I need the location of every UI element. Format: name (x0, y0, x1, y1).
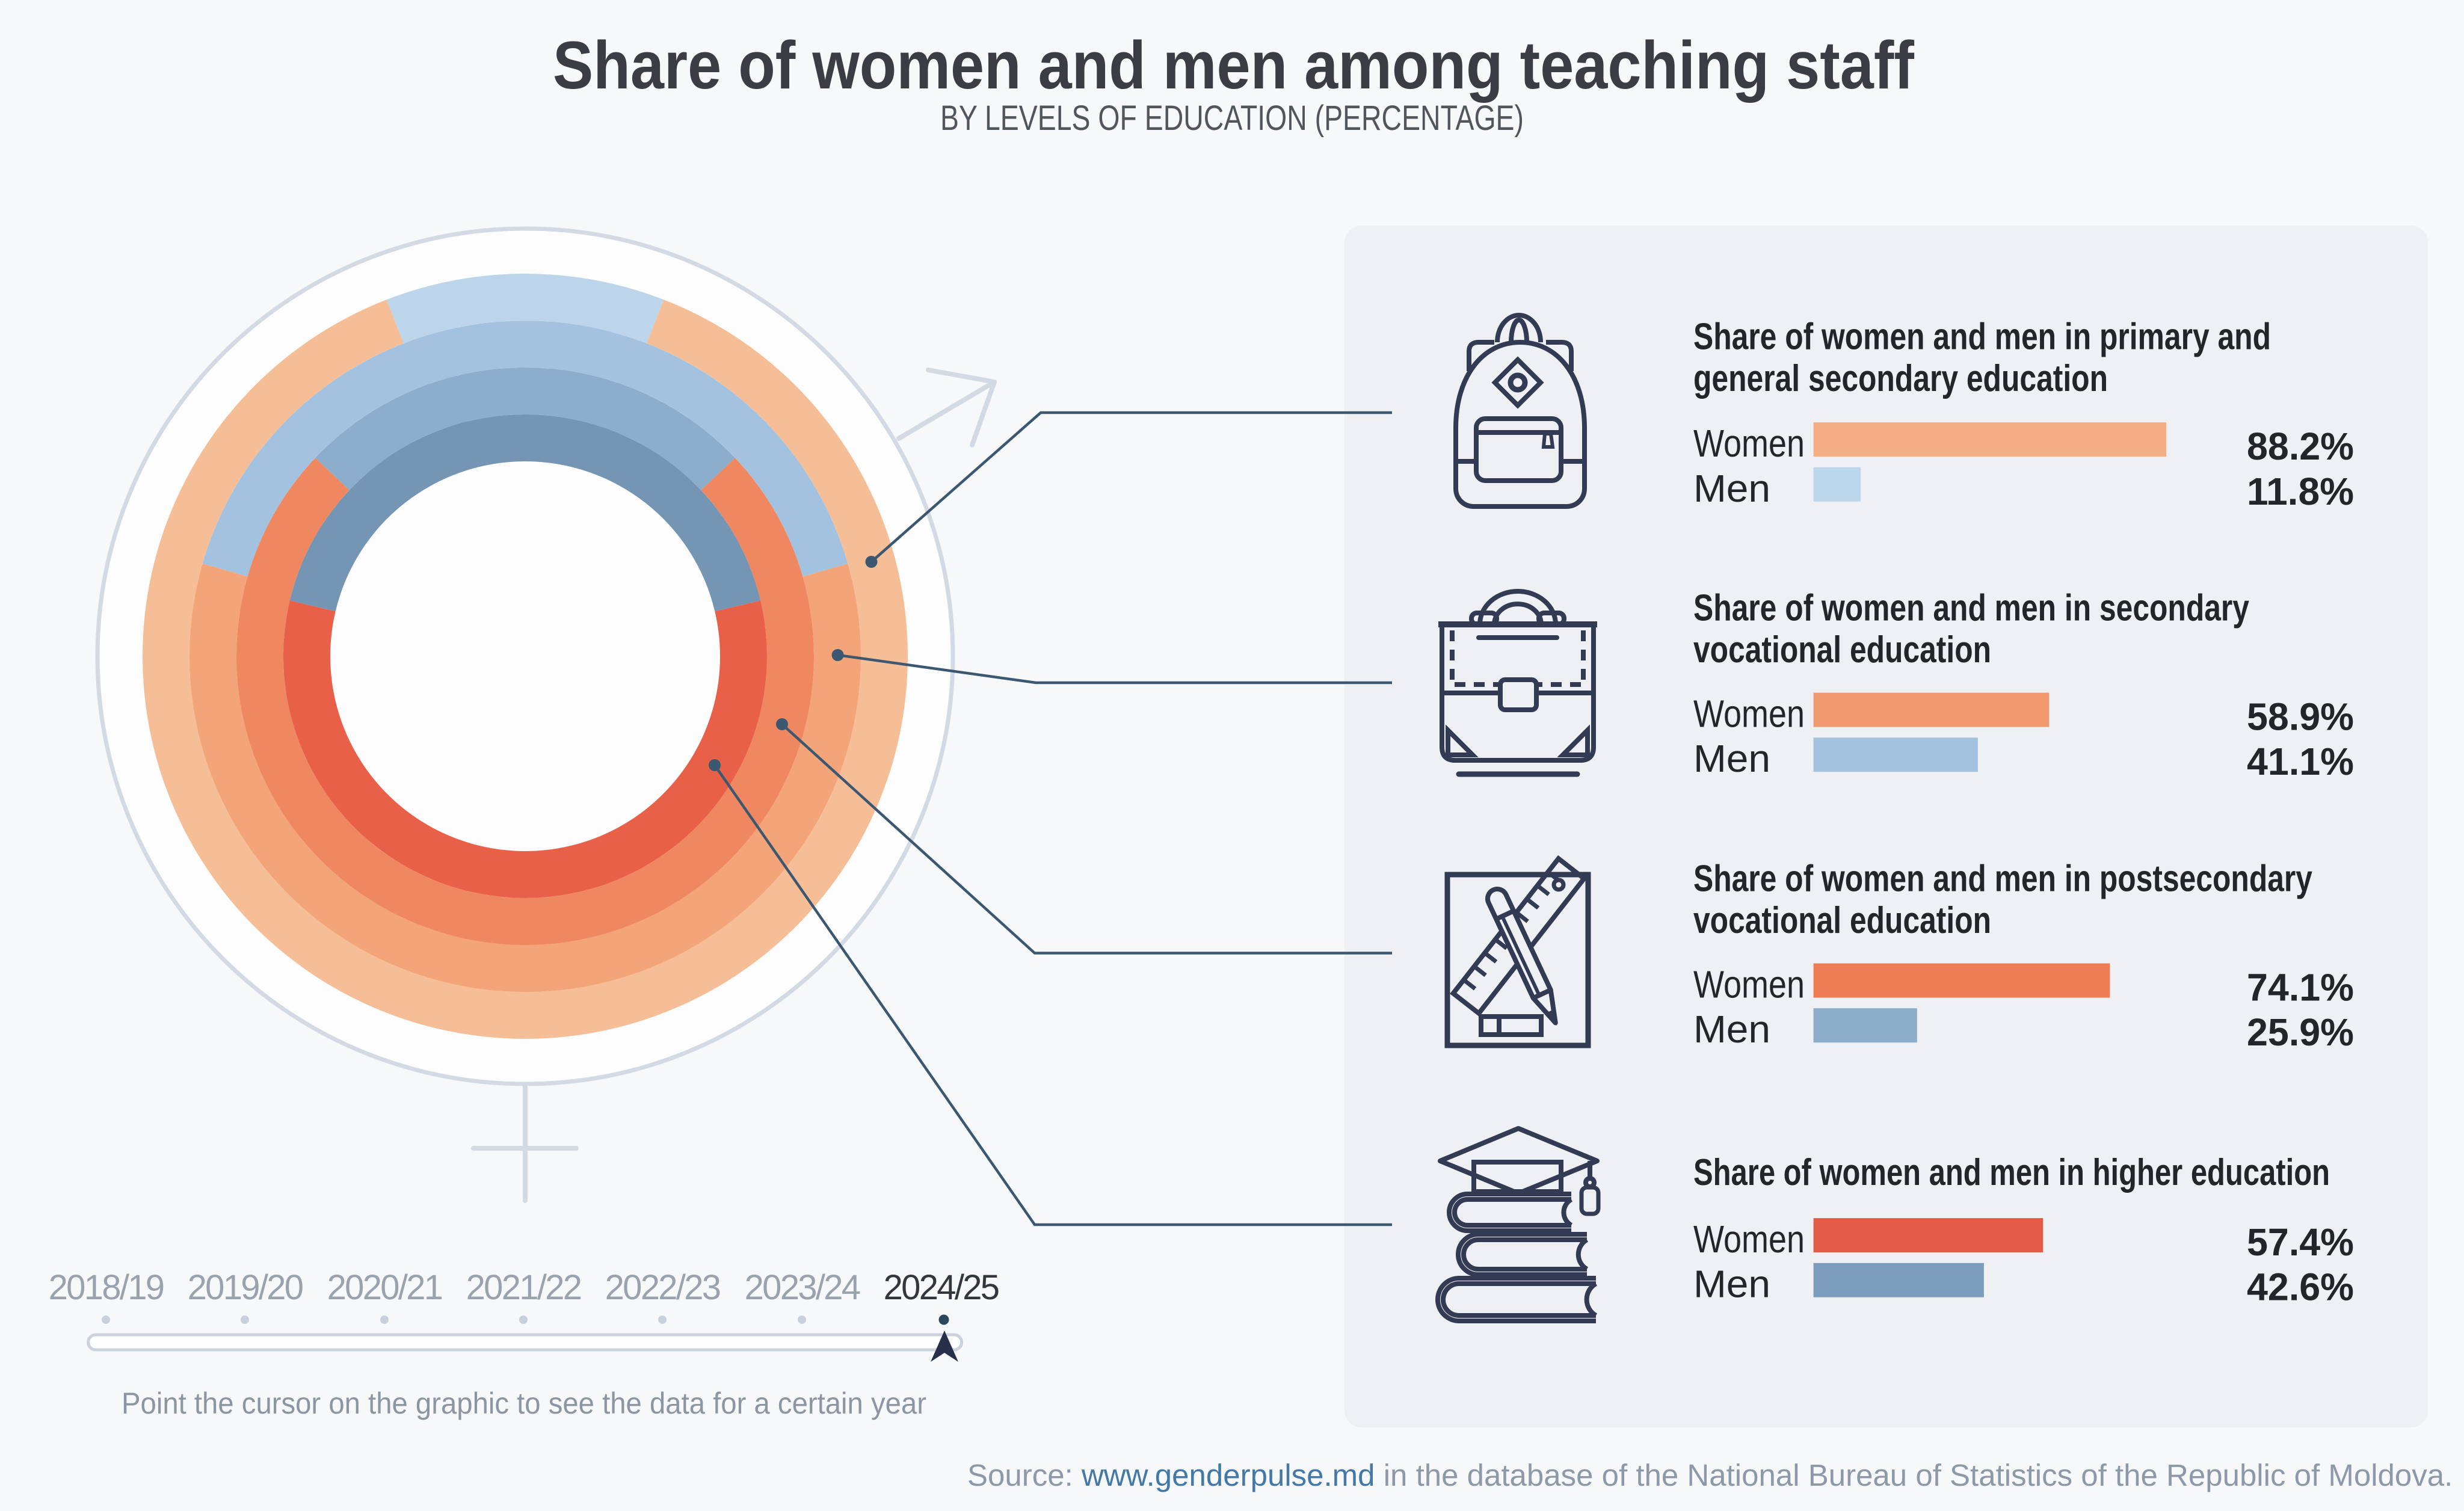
svg-text:Share of women and men in high: Share of women and men in higher educati… (1693, 1152, 2330, 1193)
svg-text:2023/24: 2023/24 (745, 1268, 860, 1307)
svg-text:42.6%: 42.6% (2247, 1266, 2354, 1309)
svg-text:2022/23: 2022/23 (605, 1268, 720, 1307)
svg-text:2019/20: 2019/20 (188, 1268, 303, 1307)
svg-text:2020/21: 2020/21 (327, 1268, 442, 1307)
svg-text:Source: www.genderpulse.md in: Source: www.genderpulse.md in the databa… (967, 1458, 2453, 1492)
svg-text:general secondary education: general secondary education (1693, 358, 2108, 399)
svg-text:BY LEVELS OF EDUCATION (PERCEN: BY LEVELS OF EDUCATION (PERCENTAGE) (940, 99, 1524, 138)
svg-text:Share of women and men in post: Share of women and men in postsecondary (1693, 858, 2312, 900)
svg-text:Point the cursor on the graphi: Point the cursor on the graphic to see t… (122, 1386, 926, 1420)
svg-text:Men: Men (1693, 1008, 1770, 1051)
svg-text:Women: Women (1693, 692, 1805, 736)
svg-text:Share of women and men in seco: Share of women and men in secondary (1693, 588, 2249, 629)
svg-text:88.2%: 88.2% (2247, 425, 2354, 468)
svg-text:Women: Women (1693, 422, 1805, 465)
svg-text:11.8%: 11.8% (2247, 470, 2354, 513)
svg-text:vocational education: vocational education (1693, 629, 1991, 671)
svg-text:Share of women and men among t: Share of women and men among teaching st… (553, 28, 1915, 103)
svg-text:Share of women and men in prim: Share of women and men in primary and (1693, 316, 2271, 358)
svg-text:2024/25: 2024/25 (884, 1268, 999, 1307)
svg-text:Men: Men (1693, 1263, 1770, 1306)
svg-text:Women: Women (1693, 1217, 1805, 1261)
svg-text:2018/19: 2018/19 (49, 1268, 164, 1307)
svg-text:vocational education: vocational education (1693, 900, 1991, 941)
svg-text:Men: Men (1693, 737, 1770, 780)
svg-text:57.4%: 57.4% (2247, 1220, 2354, 1264)
svg-text:Men: Men (1693, 467, 1770, 510)
svg-text:Women: Women (1693, 963, 1805, 1006)
svg-text:74.1%: 74.1% (2247, 966, 2354, 1009)
svg-text:58.9%: 58.9% (2247, 695, 2354, 739)
svg-text:25.9%: 25.9% (2247, 1011, 2354, 1054)
svg-text:2021/22: 2021/22 (466, 1268, 581, 1307)
svg-text:41.1%: 41.1% (2247, 740, 2354, 783)
